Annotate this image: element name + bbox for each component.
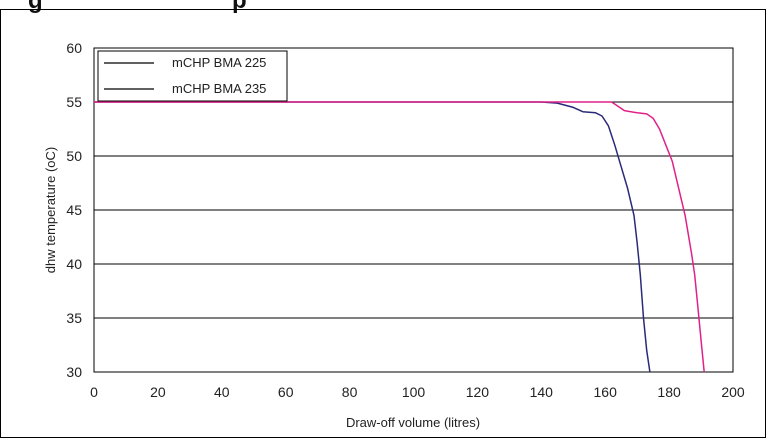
- series-lines: [94, 101, 705, 373]
- title-fragment-right: p: [232, 0, 247, 14]
- y-tick-label: 60: [66, 40, 82, 56]
- y-tick-label: 50: [66, 148, 82, 164]
- y-tick-label: 35: [66, 310, 82, 326]
- y-tick-label: 45: [66, 202, 82, 218]
- x-axis-label: Draw-off volume (litres): [346, 415, 480, 430]
- x-tick-label: 120: [466, 384, 490, 400]
- y-tick-labels: 30 35 40 45 50 55 60: [66, 40, 82, 380]
- x-tick-label: 100: [402, 384, 426, 400]
- x-tick-label: 180: [657, 384, 681, 400]
- y-tick-label: 55: [66, 94, 82, 110]
- x-tick-label: 0: [90, 384, 98, 400]
- y-axis-label: dhw temperature (oC): [43, 147, 58, 273]
- legend-label-series-2: mCHP BMA 235: [172, 81, 266, 96]
- figure-border: [0, 9, 766, 438]
- x-tick-label: 160: [594, 384, 618, 400]
- series-line-1: [94, 101, 651, 373]
- x-tick-label: 200: [721, 384, 745, 400]
- series-line-2: [94, 101, 705, 373]
- legend: mCHP BMA 225 mCHP BMA 235: [97, 50, 288, 102]
- legend-box: [97, 50, 288, 102]
- y-tick-label: 30: [66, 364, 82, 380]
- y-tick-label: 40: [66, 256, 82, 272]
- x-tick-labels: 0 20 40 60 80 100 120 140 160 180 200: [90, 384, 745, 400]
- title-fragment-left: g: [28, 0, 43, 14]
- x-tick-label: 140: [530, 384, 554, 400]
- x-tick-label: 60: [278, 384, 294, 400]
- x-tick-label: 40: [214, 384, 230, 400]
- x-tick-label: 80: [342, 384, 358, 400]
- legend-label-series-1: mCHP BMA 225: [172, 55, 266, 70]
- x-tick-label: 20: [150, 384, 166, 400]
